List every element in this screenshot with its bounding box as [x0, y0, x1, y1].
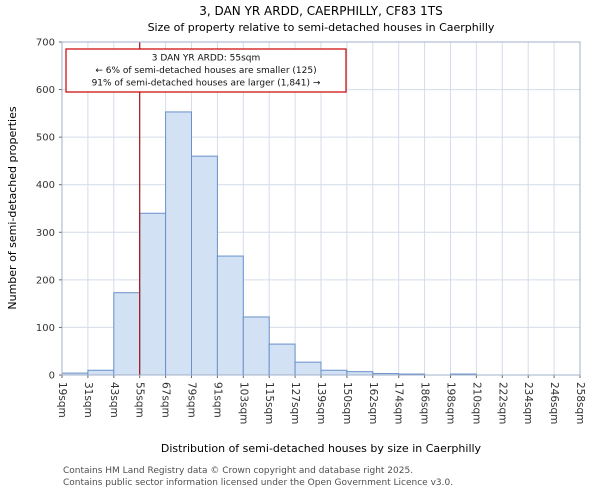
y-tick-label: 200 — [36, 275, 55, 286]
chart-subtitle: Size of property relative to semi-detach… — [147, 21, 495, 34]
histogram-bar — [165, 111, 193, 376]
y-axis-label: Number of semi-detached properties — [6, 106, 19, 309]
x-tick-label: 103sqm — [237, 382, 249, 424]
x-tick-label: 174sqm — [393, 382, 405, 424]
x-tick-label: 198sqm — [445, 382, 457, 424]
x-tick-label: 79sqm — [186, 382, 198, 418]
footer-attribution-ogl: Contains public sector information licen… — [63, 477, 454, 488]
histogram-bar — [113, 292, 141, 376]
x-tick-label: 55sqm — [134, 382, 146, 418]
annotation-box — [65, 48, 347, 93]
x-tick-label: 19sqm — [56, 382, 68, 418]
histogram-bar — [139, 212, 167, 376]
x-tick-label: 91sqm — [211, 382, 223, 418]
y-tick-label: 100 — [36, 323, 55, 334]
annotation-line: 91% of semi-detached houses are larger (… — [92, 79, 321, 89]
x-tick-label: 246sqm — [548, 382, 560, 424]
x-tick-label: 234sqm — [522, 382, 534, 424]
y-tick-label: 0 — [49, 371, 55, 382]
x-tick-label: 186sqm — [419, 382, 431, 424]
histogram-bar — [191, 155, 218, 376]
histogram-bar — [242, 316, 270, 376]
histogram-bar — [268, 343, 296, 376]
histogram-bar — [216, 255, 244, 376]
footer-attribution: Contains HM Land Registry data © Crown c… — [63, 466, 453, 489]
x-tick-label: 162sqm — [367, 382, 379, 424]
plot-border — [61, 41, 581, 376]
plot-generated-content: 0 100 200 300 400 500 600 700 19sqm 31sqm 43sqm 55s… — [36, 38, 586, 425]
x-tick-label: 115sqm — [263, 382, 275, 424]
x-axis-label: Distribution of semi-detached houses by … — [161, 442, 482, 455]
x-tick-label: 210sqm — [470, 382, 482, 424]
x-tick-label: 43sqm — [108, 382, 120, 418]
footer-attribution-hmlr: Contains HM Land Registry data © Crown c… — [63, 466, 414, 476]
chart-title: 3, DAN YR ARDD, CAERPHILLY, CF83 1TS — [199, 4, 443, 18]
x-tick-label: 139sqm — [315, 382, 327, 424]
x-tick-label: 222sqm — [496, 382, 508, 424]
y-tick-label: 400 — [36, 180, 55, 191]
histogram-bar — [320, 369, 348, 376]
histogram-bar — [87, 369, 115, 376]
x-tick-label: 258sqm — [574, 382, 586, 424]
histogram-bar — [294, 361, 322, 376]
x-tick-label: 31sqm — [82, 382, 94, 418]
x-tick-label: 150sqm — [341, 382, 353, 424]
y-tick-label: 700 — [36, 38, 55, 49]
y-tick-label: 500 — [36, 133, 55, 144]
annotation-line: ← 6% of semi-detached houses are smaller… — [95, 66, 316, 76]
y-tick-label: 600 — [36, 85, 55, 96]
y-tick-label: 300 — [36, 228, 55, 239]
x-tick-label: 127sqm — [289, 382, 301, 424]
annotation-line: 3 DAN YR ARDD: 55sqm — [152, 54, 261, 64]
x-tick-label: 67sqm — [160, 382, 172, 418]
